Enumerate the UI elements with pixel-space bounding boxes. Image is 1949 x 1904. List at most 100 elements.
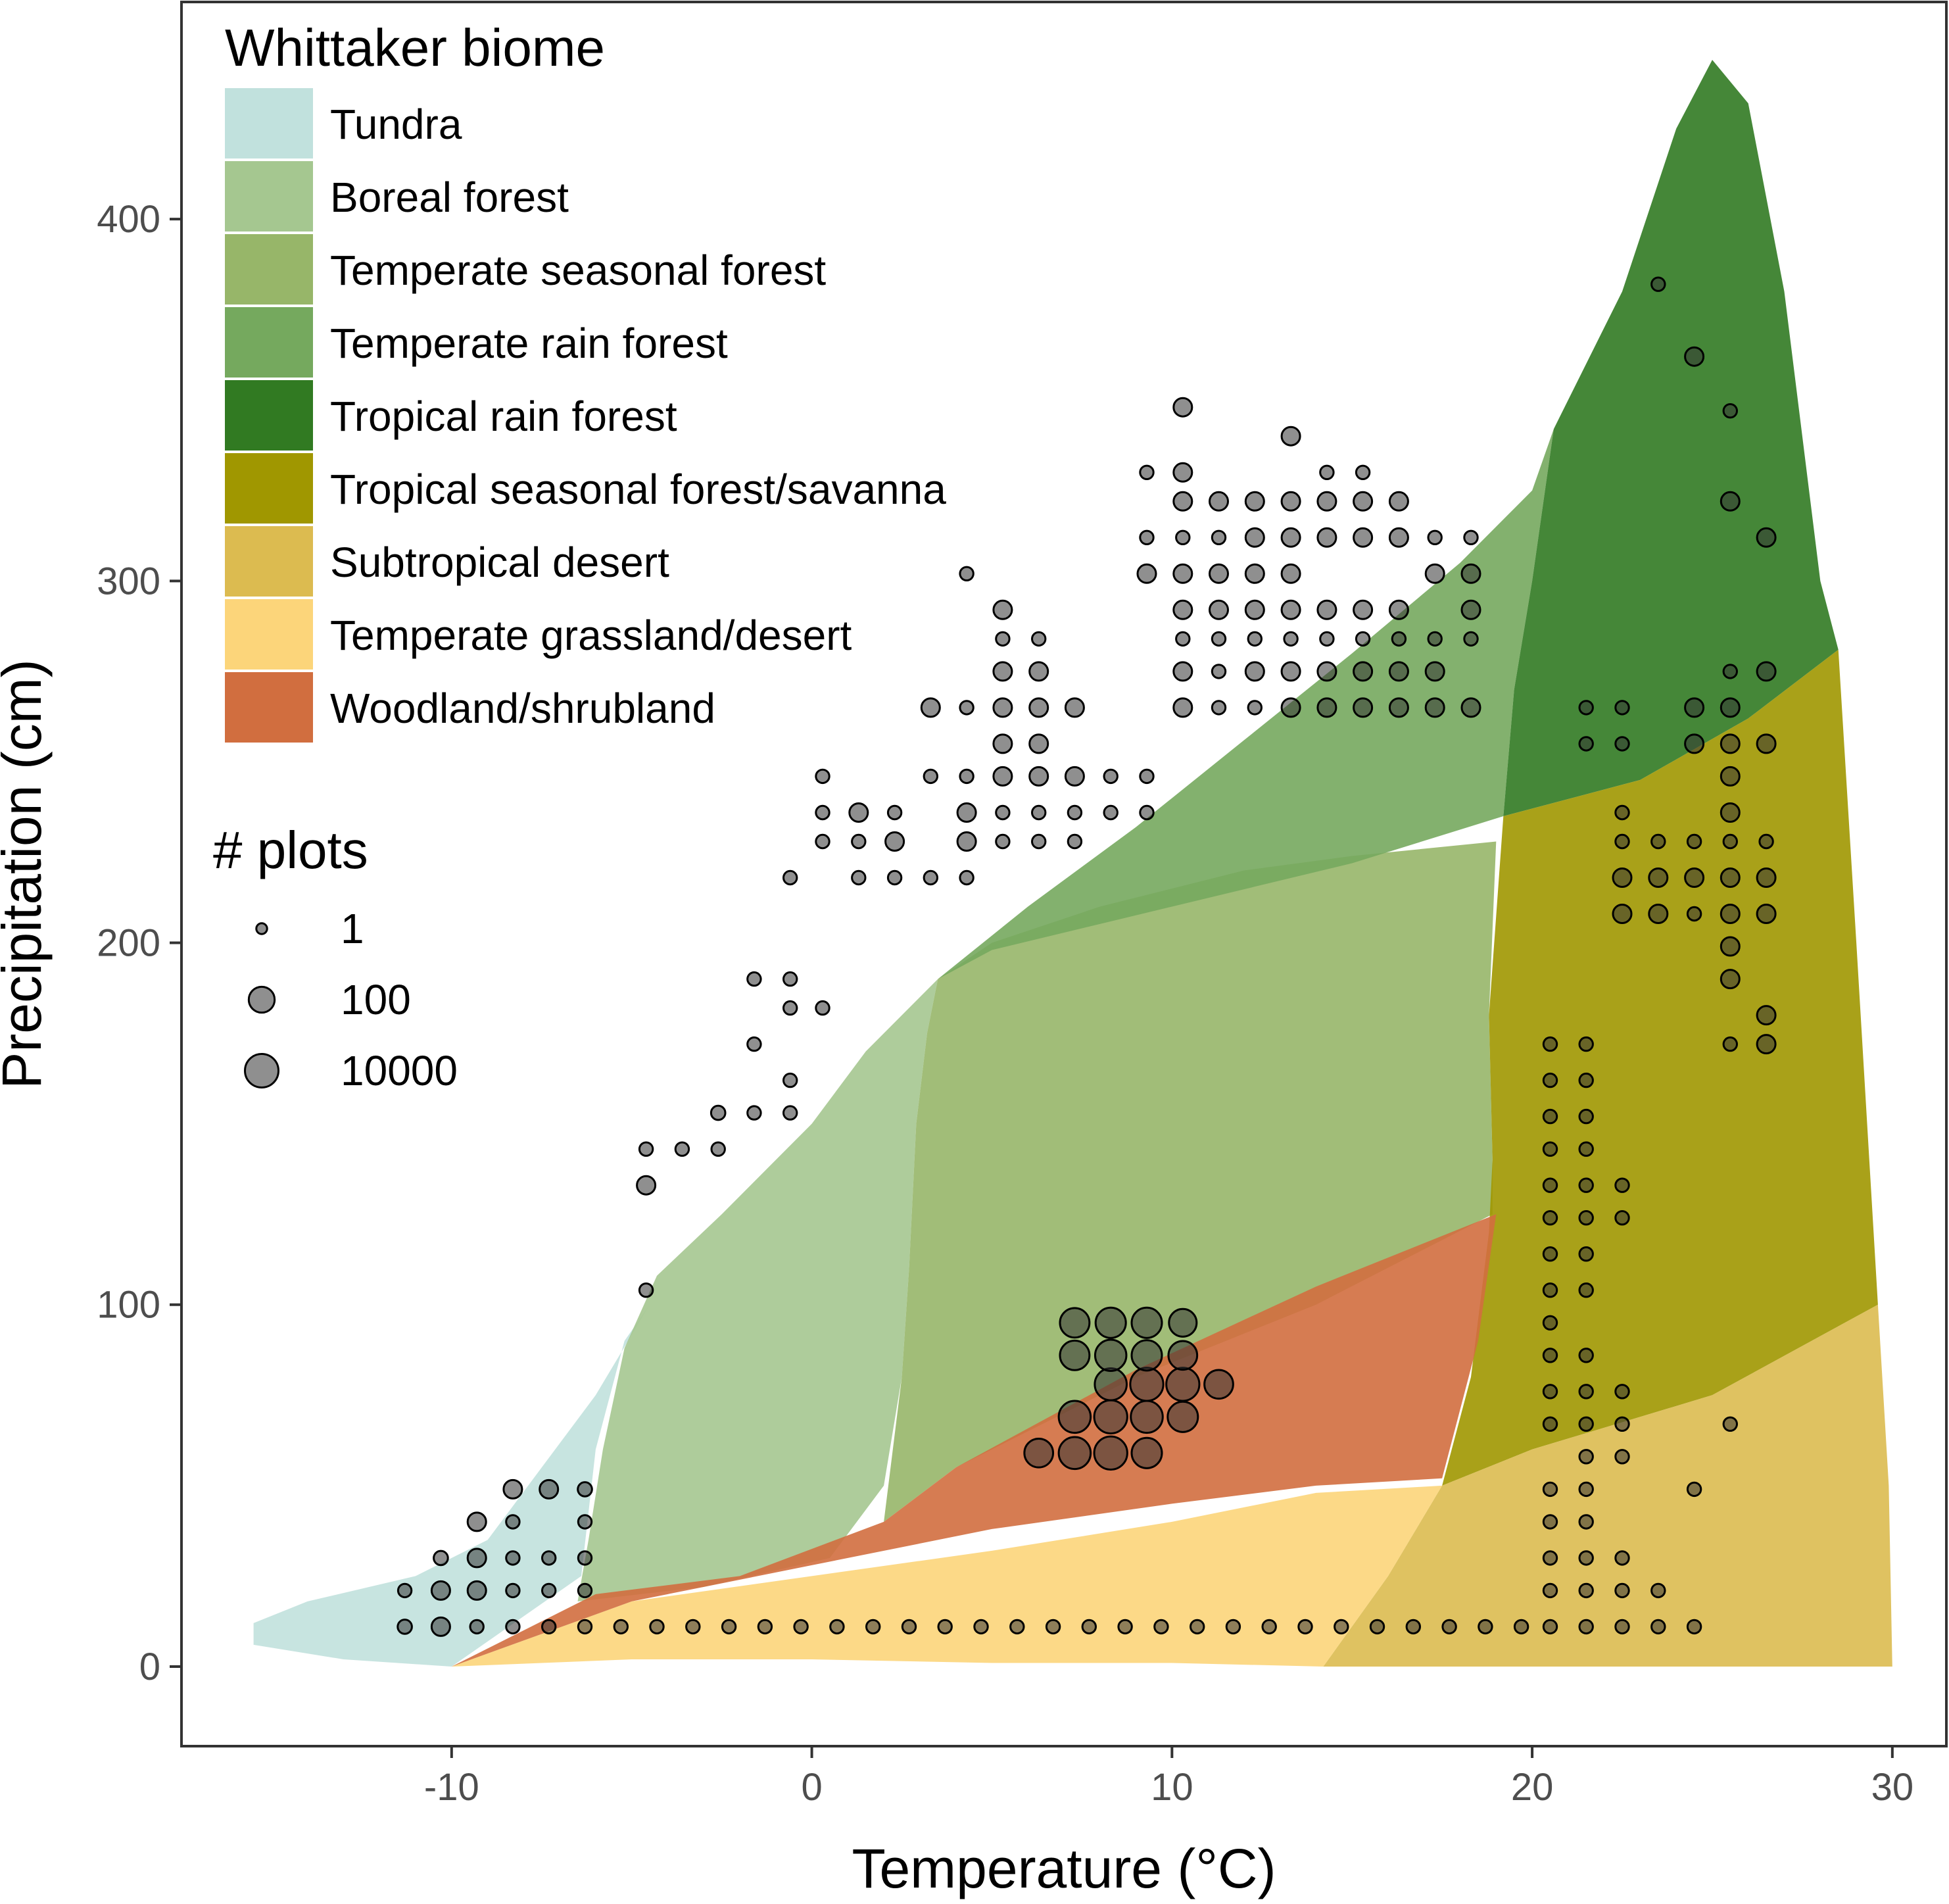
plot-point [1172,563,1193,584]
plot-point [1167,1340,1199,1371]
plot-point [1650,276,1666,292]
plot-point [1722,403,1739,419]
plot-point [815,768,830,785]
plot-point [1578,1348,1594,1363]
plot-point [1460,599,1481,620]
plot-point [1280,527,1301,548]
plot-point [1165,1367,1201,1402]
x-axis-title: Temperature (°C) [852,1838,1276,1899]
biome-region-temperate-rain-forest [865,429,1554,1052]
plot-point [577,1481,593,1498]
plot-point [1542,1550,1558,1566]
size-legend-title: # plots [213,821,368,879]
plot-point [1316,599,1337,620]
plot-point [1355,464,1371,480]
plot-point [1463,631,1479,647]
biome-region-tropical-rain-forest [1503,60,1839,816]
plot-point [1542,1210,1558,1226]
plot-point [1542,1036,1558,1052]
plot-point [851,833,867,850]
plot-point [1225,1619,1241,1635]
plot-point [1391,631,1407,647]
plot-point [1028,661,1049,682]
plot-point [469,1619,485,1635]
plot-point [1542,1481,1558,1498]
plot-point [1722,833,1739,850]
plot-point [1542,1108,1558,1125]
legend-label-tropical-seasonal-forest-savanna: Tropical seasonal forest/savanna [330,466,946,513]
plot-point [1684,733,1705,754]
plot-point [1280,599,1301,620]
plot-point [1388,491,1409,512]
plot-point [1023,1437,1055,1469]
plot-point [1211,664,1227,679]
plot-point [1369,1619,1385,1635]
plot-point [1756,527,1777,548]
plot-point [1028,766,1049,787]
plot-point [1059,1339,1091,1371]
plot-point [1353,697,1374,718]
plot-point [1614,1416,1630,1432]
biome-legend: Whittaker biome Tundra Boreal forest Tempe… [225,18,946,743]
plot-point [1103,768,1119,785]
plot-point [1280,661,1301,682]
legend-label-tropical-rain-forest: Tropical rain forest [330,393,677,440]
plot-point [746,1105,762,1121]
plot-point [649,1619,665,1635]
plot-point [1139,464,1155,480]
plot-point [1167,1400,1199,1433]
size-legend: # plots 1 100 10000 [213,821,458,1094]
plot-point [1650,1582,1666,1599]
size-legend-marker [247,985,276,1014]
biome-region-subtropical-desert [1323,1304,1892,1667]
plot-point [1424,563,1445,584]
plot-point [1280,563,1301,584]
plot-point [995,631,1011,647]
plot-point [1720,969,1741,990]
plot-point [1542,1384,1558,1400]
plot-point [1208,599,1230,620]
biome-region-temperate-seasonal-forest [884,841,1497,1522]
plot-point [1720,867,1741,889]
plot-point [1427,529,1443,545]
plot-point [1578,1550,1594,1566]
plot-point [577,1514,593,1530]
plot-point [901,1619,917,1635]
plot-point [1756,903,1777,925]
plot-point [1045,1619,1061,1635]
plot-point [1578,1582,1594,1599]
plot-point [815,804,830,821]
plot-point [956,802,977,823]
plot-point [1172,599,1193,620]
plot-point [1136,563,1157,584]
plot-point [1758,833,1774,850]
plot-point [1244,563,1265,584]
plot-point [1028,697,1049,718]
plot-point [397,1582,413,1599]
x-tick-label: 10 [1151,1766,1193,1809]
y-tick-label: 100 [97,1284,160,1327]
plot-point [1578,1416,1594,1432]
plot-point [1614,833,1630,850]
plot-point [1172,661,1193,682]
plot-point [793,1619,809,1635]
plot-point [1190,1619,1205,1635]
plot-point [1316,661,1337,682]
plot-point [1211,700,1227,716]
plot-point [1542,1177,1558,1193]
plot-point [1756,1005,1777,1026]
plot-point [1578,1384,1594,1400]
plot-point [1247,700,1263,716]
plot-point [746,971,762,987]
plot-point [1614,736,1630,752]
plot-point [1067,804,1083,821]
plot-point [782,869,798,886]
plot-point [1578,1072,1594,1088]
plot-point [1684,346,1705,367]
plot-point [539,1478,560,1500]
plot-point [1720,936,1741,957]
plot-point [1578,1514,1594,1530]
plot-point [1280,426,1301,447]
plot-point [1057,1400,1092,1434]
plot-point [1720,766,1741,787]
